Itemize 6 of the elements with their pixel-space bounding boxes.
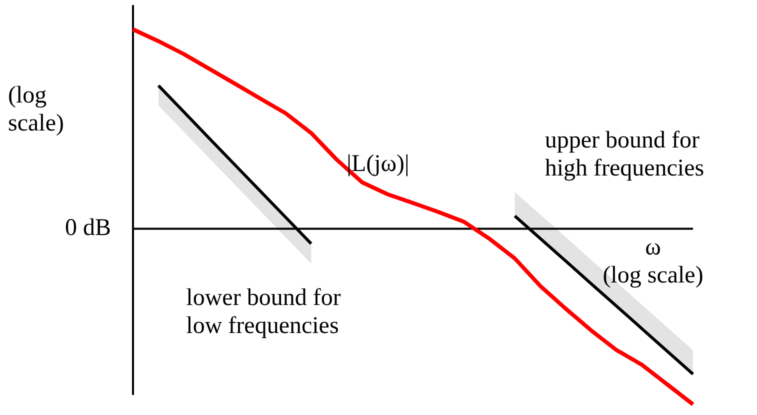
series-label: upper bound for high frequencies (544, 127, 704, 182)
series-label: |L(jω)| (346, 150, 410, 177)
x-axis-title: ω (log scale) (602, 234, 704, 288)
y-axis-title: (log scale) (8, 82, 64, 136)
text: lower bound for low frequencies (186, 284, 341, 339)
ref-line-label: 0 dB (64, 215, 111, 242)
